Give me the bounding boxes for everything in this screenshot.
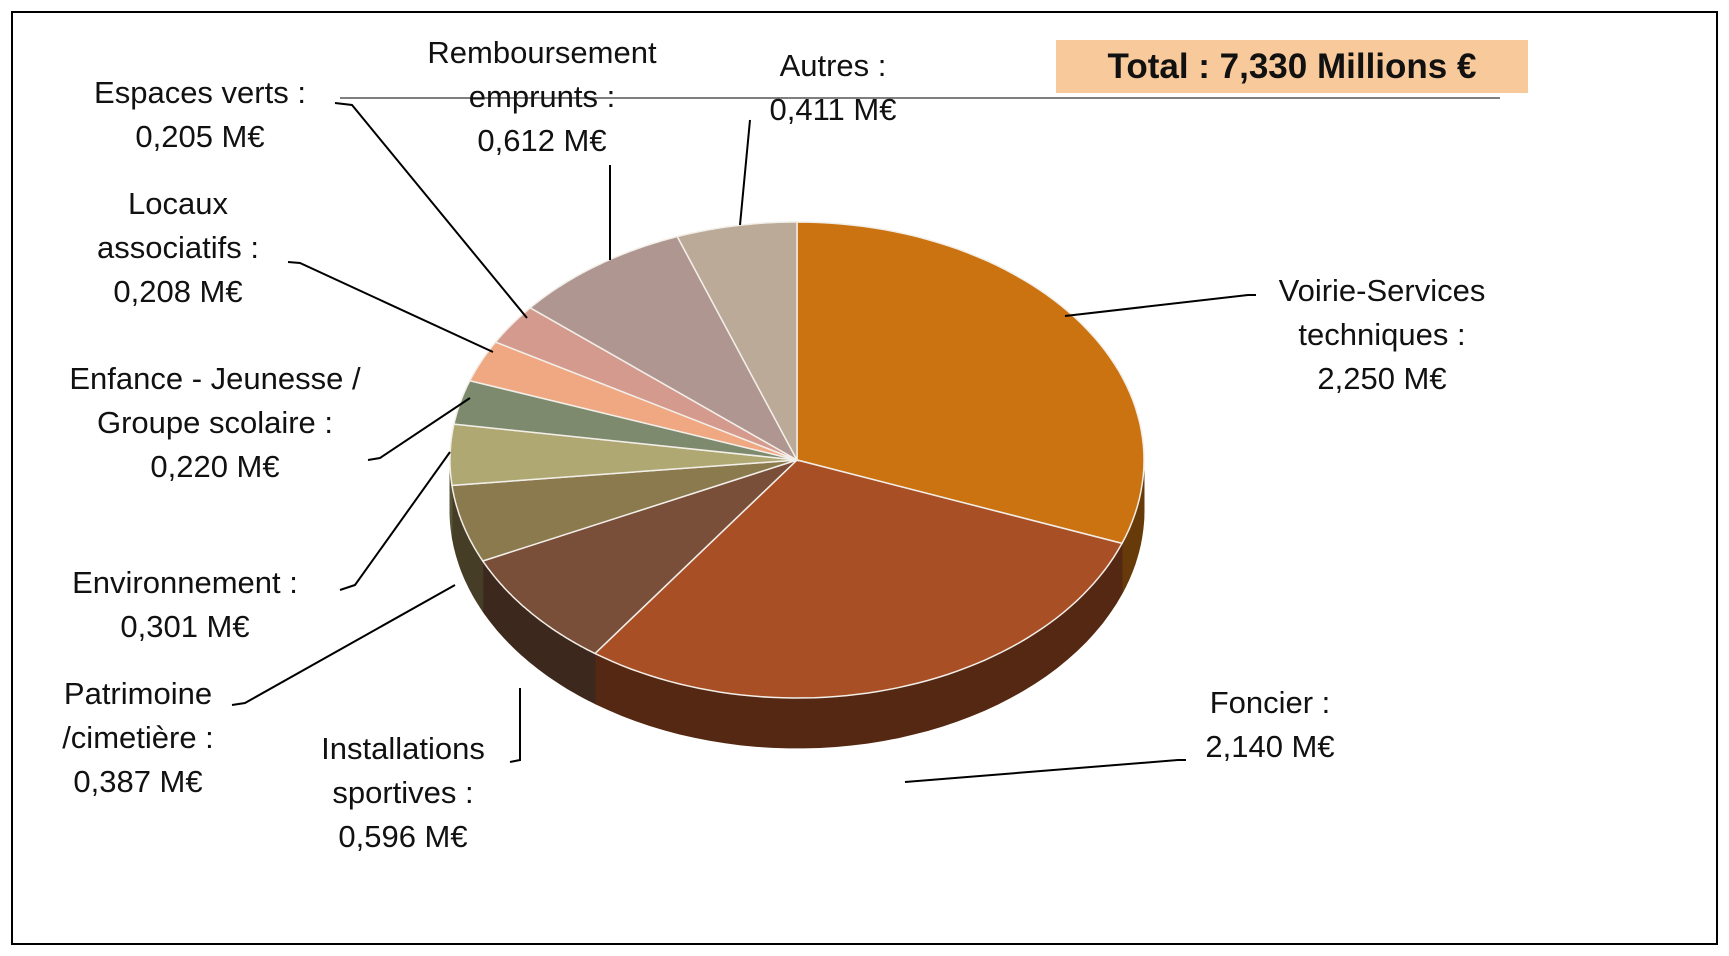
leader-line: [287, 261, 494, 353]
slice-label: Foncier : 2,140 M€: [1170, 681, 1370, 769]
leader-line: [339, 451, 451, 591]
value-label: 0,301 M€: [120, 609, 250, 644]
value-label: 2,140 M€: [1205, 729, 1335, 764]
slice: [796, 221, 1145, 545]
slice-label: Installations sportives : 0,596 M€: [288, 727, 518, 859]
value-label: 0,205 M€: [135, 119, 265, 154]
slice-label: Locaux associatifs : 0,208 M€: [63, 182, 293, 314]
value-label: 0,387 M€: [73, 764, 203, 799]
category-label: Voirie-Services techniques :: [1278, 273, 1486, 352]
slice: [481, 459, 798, 655]
category-label: Remboursement emprunts :: [427, 35, 657, 114]
chart-title: Total : 7,330 Millions €: [1056, 40, 1528, 93]
category-label: Patrimoine /cimetière :: [62, 676, 214, 755]
leader-line: [1064, 294, 1256, 317]
slice: [453, 379, 798, 461]
slice: [494, 306, 798, 461]
leader-line: [739, 119, 751, 226]
value-label: 0,596 M€: [338, 819, 468, 854]
category-label: Autres :: [779, 48, 887, 83]
slice-label: Patrimoine /cimetière : 0,387 M€: [28, 672, 248, 804]
slice-label: Environnement : 0,301 M€: [35, 561, 335, 649]
slice-label: Espaces verts : 0,205 M€: [50, 71, 350, 159]
value-label: 0,208 M€: [113, 274, 243, 309]
category-label: Locaux associatifs :: [97, 186, 259, 265]
slice-label: Enfance - Jeunesse / Groupe scolaire : 0,…: [55, 357, 375, 489]
slice: [528, 235, 799, 462]
category-label: Espaces verts :: [94, 75, 306, 110]
slice: [449, 423, 798, 487]
slice: [468, 341, 798, 461]
value-label: 2,250 M€: [1317, 361, 1447, 396]
slice-label: Remboursement emprunts : 0,612 M€: [392, 31, 692, 163]
leader-line: [231, 584, 456, 706]
category-label: Foncier :: [1209, 685, 1331, 720]
category-label: Enfance - Jeunesse / Groupe scolaire :: [69, 361, 361, 440]
frame: [11, 11, 1718, 945]
leader-line: [367, 397, 471, 461]
value-label: 0,612 M€: [477, 123, 607, 158]
value-label: 0,220 M€: [150, 449, 280, 484]
leader-line: [509, 688, 521, 763]
leader-line: [904, 759, 1186, 783]
slice: [451, 459, 798, 562]
category-label: Installations sportives :: [321, 731, 485, 810]
leader-line: [334, 102, 528, 319]
slice-label: Autres : 0,411 M€: [743, 44, 923, 132]
slice: [593, 459, 1124, 699]
slice-label: Voirie-Services techniques : 2,250 M€: [1247, 269, 1517, 401]
category-label: Environnement :: [72, 565, 298, 600]
value-label: 0,411 M€: [769, 92, 897, 127]
slice: [676, 221, 798, 461]
